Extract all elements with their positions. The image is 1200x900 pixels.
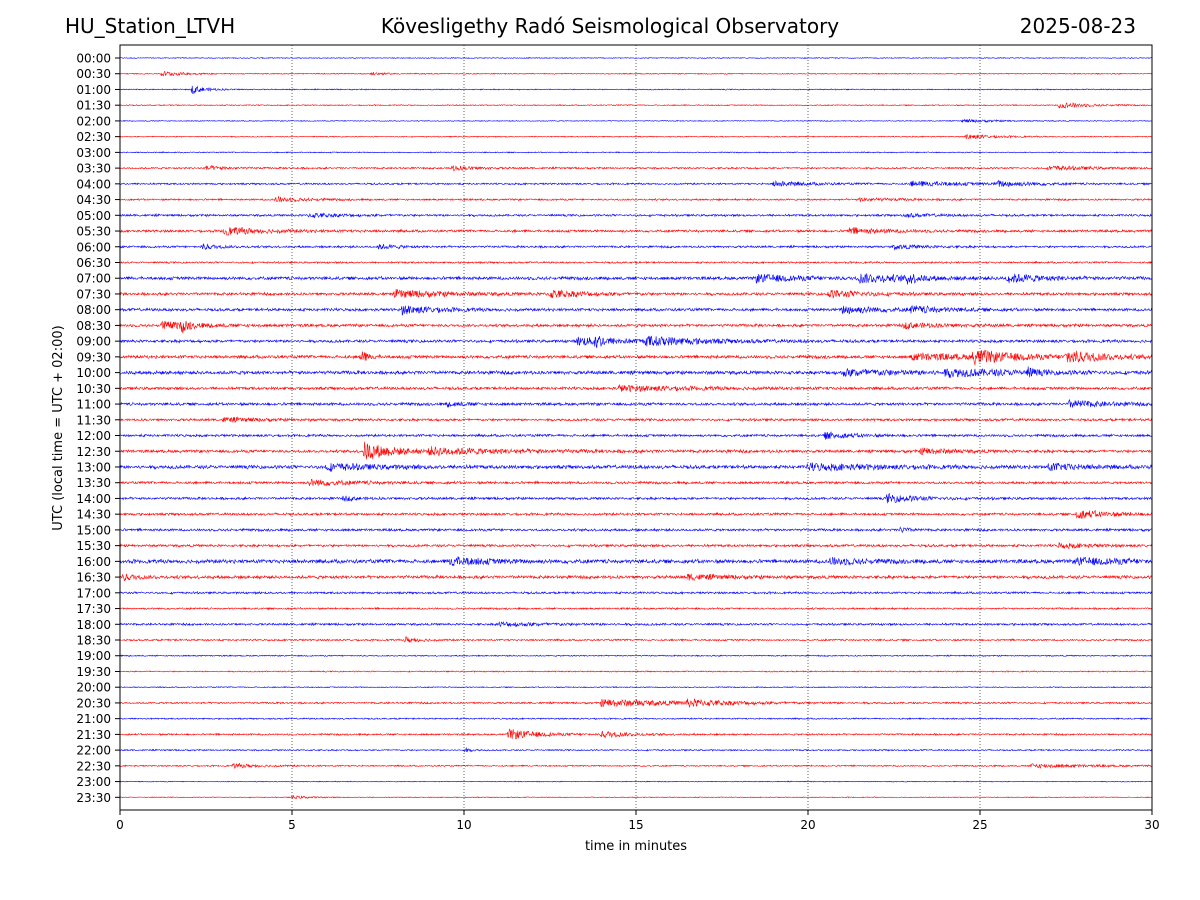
trace-1500 <box>119 526 1153 534</box>
row-label: 16:00 <box>76 555 111 569</box>
row-label: 13:00 <box>76 460 111 474</box>
trace-1300 <box>119 462 1153 472</box>
grid-layer <box>291 45 981 810</box>
trace-2130 <box>119 728 1153 740</box>
trace-1900 <box>119 654 1153 658</box>
row-label: 02:00 <box>76 114 111 128</box>
row-label: 04:00 <box>76 177 111 191</box>
row-label: 14:30 <box>76 508 111 522</box>
x-axis: 0 5 10 15 20 25 30 <box>116 810 1160 832</box>
row-label: 06:00 <box>76 240 111 254</box>
x-tick-label: 25 <box>972 818 987 832</box>
x-tick-label: 5 <box>288 818 296 832</box>
row-label: 23:30 <box>76 791 111 805</box>
row-label: 02:30 <box>76 130 111 144</box>
trace-2300 <box>119 780 1153 783</box>
y-axis-label: UTC (local time = UTC + 02:00) <box>51 325 66 530</box>
trace-0700 <box>119 273 1153 285</box>
row-label: 13:30 <box>76 476 111 490</box>
row-label: 18:30 <box>76 634 111 648</box>
row-label: 06:30 <box>76 256 111 270</box>
row-label: 18:00 <box>76 618 111 632</box>
row-label: 08:00 <box>76 303 111 317</box>
row-label: 20:00 <box>76 681 111 695</box>
trace-0730 <box>119 289 1153 299</box>
row-label: 08:30 <box>76 319 111 333</box>
row-label: 22:00 <box>76 744 111 758</box>
row-label: 07:00 <box>76 272 111 286</box>
row-label: 05:30 <box>76 225 111 239</box>
trace-0030 <box>119 70 1153 77</box>
x-axis-label: time in minutes <box>585 839 687 854</box>
trace-1700 <box>119 590 1153 596</box>
row-label: 17:00 <box>76 586 111 600</box>
x-tick-label: 15 <box>628 818 643 832</box>
row-label: 01:00 <box>76 83 111 97</box>
trace-2330 <box>119 794 1153 800</box>
trace-0430 <box>119 195 1153 203</box>
trace-1730 <box>119 606 1153 611</box>
trace-1930 <box>119 670 1153 673</box>
x-tick-label: 10 <box>456 818 471 832</box>
row-label: 10:00 <box>76 366 111 380</box>
chart-date: 2025-08-23 <box>1019 14 1136 38</box>
row-label: 23:00 <box>76 775 111 789</box>
chart-title: Kövesligethy Radó Seismological Observat… <box>380 14 840 38</box>
row-label: 00:30 <box>76 67 111 81</box>
row-label: 00:00 <box>76 52 111 66</box>
trace-1530 <box>119 541 1153 550</box>
row-label: 11:00 <box>76 398 111 412</box>
trace-1100 <box>119 399 1153 408</box>
station-name: HU_Station_LTVH <box>65 14 236 38</box>
trace-1430 <box>119 509 1153 519</box>
trace-2100 <box>119 717 1153 721</box>
row-label: 16:30 <box>76 571 111 585</box>
trace-0300 <box>119 151 1153 154</box>
row-label: 20:30 <box>76 696 111 710</box>
row-label: 01:30 <box>76 99 111 113</box>
row-label: 15:30 <box>76 539 111 553</box>
x-tick-label: 0 <box>116 818 124 832</box>
row-label: 12:30 <box>76 445 111 459</box>
row-label: 17:30 <box>76 602 111 616</box>
row-label: 21:00 <box>76 712 111 726</box>
x-tick-label: 20 <box>800 818 815 832</box>
row-label: 07:30 <box>76 287 111 301</box>
row-label: 14:00 <box>76 492 111 506</box>
row-label: 10:30 <box>76 382 111 396</box>
row-label: 09:30 <box>76 350 111 364</box>
row-label: 12:00 <box>76 429 111 443</box>
row-label: 05:00 <box>76 209 111 223</box>
row-label: 15:00 <box>76 523 111 537</box>
row-label: 03:30 <box>76 162 111 176</box>
row-label: 19:30 <box>76 665 111 679</box>
trace-0900 <box>119 335 1153 349</box>
trace-0100 <box>119 85 1153 94</box>
row-label: 19:00 <box>76 649 111 663</box>
row-label: 03:00 <box>76 146 111 160</box>
row-label: 04:30 <box>76 193 111 207</box>
row-label: 22:30 <box>76 759 111 773</box>
trace-0000 <box>119 56 1153 60</box>
x-tick-label: 30 <box>1144 818 1159 832</box>
trace-1030 <box>119 383 1153 393</box>
row-label: 21:30 <box>76 728 111 742</box>
row-label: 09:00 <box>76 335 111 349</box>
row-label: 11:30 <box>76 413 111 427</box>
